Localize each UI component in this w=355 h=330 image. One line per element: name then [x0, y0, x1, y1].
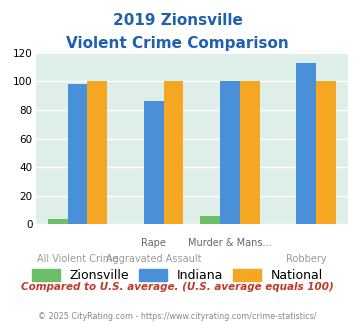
Bar [296, 63, 316, 224]
Bar [240, 82, 260, 224]
Legend: Zionsville, Indiana, National: Zionsville, Indiana, National [27, 264, 328, 287]
Bar [87, 82, 107, 224]
Text: Murder & Mans...: Murder & Mans... [188, 238, 272, 248]
Bar [200, 216, 220, 224]
Text: © 2025 CityRating.com - https://www.cityrating.com/crime-statistics/: © 2025 CityRating.com - https://www.city… [38, 312, 317, 321]
Text: Compared to U.S. average. (U.S. average equals 100): Compared to U.S. average. (U.S. average … [21, 282, 334, 292]
Text: 2019 Zionsville: 2019 Zionsville [113, 13, 242, 28]
Bar [144, 101, 164, 224]
Text: Violent Crime Comparison: Violent Crime Comparison [66, 36, 289, 51]
Text: Aggravated Assault: Aggravated Assault [106, 254, 201, 264]
Text: Robbery: Robbery [286, 254, 326, 264]
Text: All Violent Crime: All Violent Crime [37, 254, 118, 264]
Text: Rape: Rape [141, 238, 166, 248]
Bar [220, 82, 240, 224]
Bar [48, 219, 67, 224]
Bar [164, 82, 183, 224]
Bar [67, 84, 87, 224]
Bar [316, 82, 336, 224]
